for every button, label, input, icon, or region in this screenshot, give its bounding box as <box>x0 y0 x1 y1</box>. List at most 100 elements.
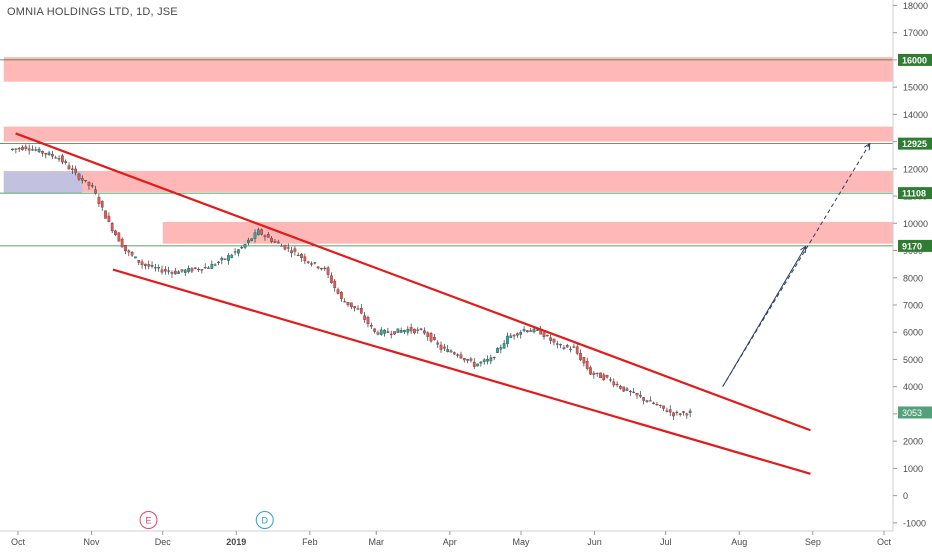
candle-body <box>622 386 626 392</box>
y-tick-label: 4000 <box>903 382 923 392</box>
candle-body <box>70 168 74 170</box>
candle-body <box>100 201 104 208</box>
candle-body <box>449 350 453 353</box>
candle-body <box>652 402 655 405</box>
candle-body <box>313 262 317 264</box>
candle-body <box>64 161 68 163</box>
candle-body <box>482 359 486 362</box>
candle-body <box>416 329 420 331</box>
candle-body <box>137 260 141 263</box>
candle-body <box>575 346 579 354</box>
candle-body <box>625 388 629 391</box>
candle-body <box>486 359 489 362</box>
candle-body <box>668 409 672 413</box>
candle-body <box>157 267 161 269</box>
candle-body <box>439 344 443 350</box>
candle-body <box>363 315 366 320</box>
candle-body <box>220 257 224 261</box>
candle-body <box>579 352 582 361</box>
candle-body <box>87 181 91 186</box>
candle-body <box>589 367 592 375</box>
candle-body <box>629 391 632 393</box>
candle-body <box>443 346 446 349</box>
candle-body <box>280 245 283 247</box>
candle-body <box>290 250 293 254</box>
level-11108-label: 11108 <box>902 189 926 199</box>
candle-body <box>658 404 662 406</box>
candle-body <box>316 266 320 269</box>
x-tick-label: Feb <box>302 537 318 547</box>
candle-body <box>373 328 376 332</box>
candle-body <box>476 363 479 367</box>
resistance-zone-1 <box>3 57 893 82</box>
candle-body <box>270 238 273 243</box>
candle-body <box>642 397 646 401</box>
candle-body <box>120 238 124 248</box>
candle-body <box>117 232 121 242</box>
candle-body <box>635 393 639 396</box>
dividend-marker-label: D <box>262 516 269 526</box>
candle-body <box>14 148 18 150</box>
candle-body <box>655 404 659 406</box>
candle-body <box>496 348 499 353</box>
candle-body <box>512 334 516 337</box>
candle-body <box>602 374 606 380</box>
x-tick-label: 2019 <box>226 537 246 547</box>
projection-arrow-dashed <box>722 144 870 387</box>
candle-body <box>37 148 41 153</box>
earnings-marker[interactable] <box>139 511 158 529</box>
candle-body <box>383 329 386 334</box>
candle-body <box>227 255 230 261</box>
candle-body <box>230 254 234 258</box>
candle-body <box>237 249 240 254</box>
candle-body <box>263 235 267 237</box>
candle-body <box>569 348 572 350</box>
candle-body <box>21 147 24 150</box>
candle-body <box>343 301 347 303</box>
candle-body <box>110 223 114 232</box>
projection-arrow-solid <box>722 246 806 387</box>
x-tick-label: Apr <box>443 537 457 547</box>
candle-body <box>260 229 264 235</box>
candle-body <box>536 329 539 331</box>
candle-body <box>114 230 117 236</box>
candle-body <box>276 241 280 244</box>
candle-body <box>300 254 303 258</box>
candle-body <box>160 269 164 273</box>
y-tick-label: 8000 <box>903 273 923 283</box>
candle-body <box>506 335 509 345</box>
candle-body <box>330 275 333 283</box>
candle-body <box>479 361 483 364</box>
candle-body <box>293 248 297 252</box>
candle-body <box>134 256 137 259</box>
candle-body <box>582 357 586 364</box>
candle-body <box>57 158 61 160</box>
level-9170-badge <box>898 239 932 252</box>
candle-body <box>542 332 546 337</box>
candle-body <box>369 324 373 327</box>
candle-body <box>223 258 227 260</box>
candle-body <box>595 372 599 374</box>
last-price-badge <box>898 406 932 419</box>
candle-body <box>499 347 503 350</box>
candle-body <box>84 180 87 182</box>
level-16000-label: 16000 <box>902 55 927 65</box>
candle-body <box>615 383 619 386</box>
dividend-marker[interactable] <box>255 511 274 529</box>
candle-body <box>562 347 566 349</box>
candle-body <box>51 154 54 157</box>
x-tick-label: Jun <box>587 537 602 547</box>
chart-title: OMNIA HOLDINGS LTD, 1D, JSE <box>7 6 178 18</box>
candle-body <box>429 333 433 342</box>
candle-body <box>509 335 513 338</box>
candle-body <box>233 251 237 253</box>
candle-body <box>124 245 127 252</box>
candle-body <box>17 148 21 150</box>
candle-body <box>419 328 423 330</box>
candle-body <box>217 261 220 263</box>
candle-body <box>393 331 396 335</box>
candle-body <box>213 264 217 266</box>
candle-body <box>492 356 496 359</box>
candle-body <box>27 148 31 151</box>
candle-body <box>472 361 476 367</box>
